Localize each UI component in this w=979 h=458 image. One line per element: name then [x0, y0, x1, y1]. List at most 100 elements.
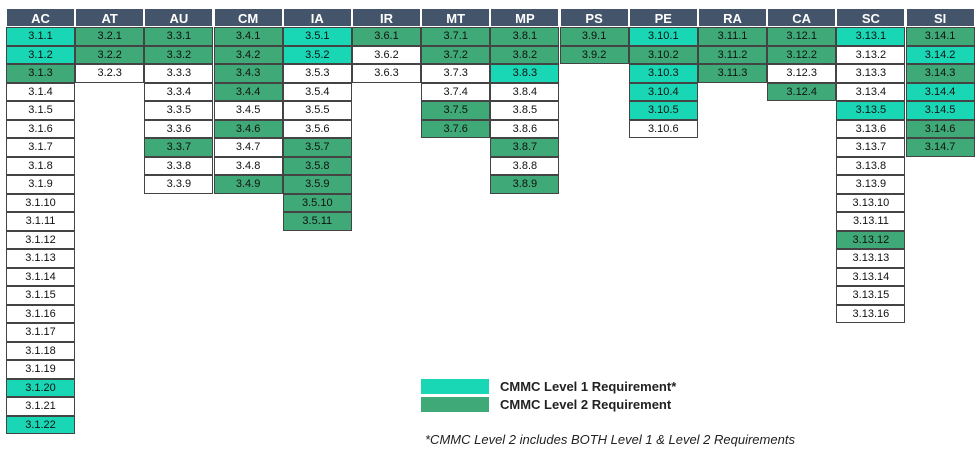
requirement-cell: 3.3.9 — [144, 175, 214, 194]
requirement-cell: 3.13.7 — [836, 138, 906, 157]
requirement-cell: 3.1.7 — [6, 138, 75, 157]
requirement-cell: 3.5.10 — [282, 193, 352, 212]
requirement-cell: 3.6.3 — [352, 64, 421, 83]
legend-level2-swatch — [420, 396, 490, 413]
requirement-cell: 3.4.5 — [213, 101, 283, 120]
requirement-cell: 3.1.16 — [6, 304, 75, 323]
requirement-cell: 3.14.4 — [905, 82, 975, 101]
requirement-cell: 3.9.2 — [559, 45, 629, 64]
requirement-cell: 3.1.6 — [6, 119, 75, 138]
requirement-cell: 3.10.1 — [628, 27, 698, 46]
requirement-cell: 3.2.1 — [75, 27, 145, 46]
requirement-cell: 3.13.14 — [836, 267, 906, 286]
requirement-cell: 3.10.4 — [628, 82, 698, 101]
requirement-cell: 3.4.7 — [213, 138, 283, 157]
requirement-cell: 3.14.7 — [905, 138, 975, 157]
requirement-cell: 3.1.12 — [6, 230, 75, 249]
requirement-cell: 3.8.1 — [490, 27, 560, 46]
requirement-cell: 3.13.16 — [836, 304, 906, 323]
requirement-cell: 3.13.5 — [836, 101, 906, 120]
requirement-cell: 3.13.1 — [836, 27, 906, 46]
requirement-cell: 3.1.2 — [6, 45, 75, 64]
requirement-cell: 3.13.13 — [836, 249, 906, 268]
requirement-cell: 3.1.5 — [6, 101, 75, 120]
column-header-ca: CA — [767, 8, 837, 27]
requirement-cell: 3.13.12 — [836, 230, 906, 249]
requirement-cell: 3.8.6 — [490, 119, 560, 138]
requirement-cell: 3.13.2 — [836, 45, 906, 64]
requirement-cell: 3.14.3 — [905, 64, 975, 83]
column-header-ra: RA — [698, 8, 767, 27]
requirement-cell: 3.9.1 — [559, 27, 629, 46]
requirement-cell: 3.10.3 — [628, 64, 698, 83]
requirement-cell: 3.5.8 — [282, 156, 352, 175]
requirement-cell: 3.14.5 — [905, 101, 975, 120]
requirement-cell: 3.4.4 — [213, 82, 283, 101]
requirement-cell: 3.1.17 — [6, 323, 75, 342]
column-header-at: AT — [75, 8, 145, 27]
requirement-cell: 3.1.19 — [6, 360, 75, 379]
requirement-cell: 3.8.9 — [490, 175, 560, 194]
requirement-cell: 3.1.18 — [6, 341, 75, 360]
requirement-cell: 3.1.20 — [6, 378, 75, 397]
requirement-cell: 3.1.3 — [6, 64, 75, 83]
requirement-cell: 3.13.3 — [836, 64, 906, 83]
requirement-cell: 3.7.4 — [421, 82, 491, 101]
requirement-cell: 3.7.1 — [421, 27, 491, 46]
requirement-cell: 3.12.3 — [767, 64, 837, 83]
requirement-cell: 3.7.6 — [421, 119, 491, 138]
requirement-cell: 3.12.2 — [767, 45, 837, 64]
requirement-cell: 3.6.1 — [352, 27, 421, 46]
requirement-cell: 3.8.4 — [490, 82, 560, 101]
requirement-cell: 3.5.3 — [282, 64, 352, 83]
requirement-cell: 3.5.2 — [282, 45, 352, 64]
requirement-cell: 3.1.9 — [6, 175, 75, 194]
requirement-cell: 3.5.6 — [282, 119, 352, 138]
requirement-cell: 3.5.9 — [282, 175, 352, 194]
requirement-cell: 3.8.3 — [490, 64, 560, 83]
requirement-cell: 3.7.2 — [421, 45, 491, 64]
column-header-ac: AC — [6, 8, 75, 27]
requirement-cell: 3.4.8 — [213, 156, 283, 175]
requirement-cell: 3.1.21 — [6, 397, 75, 416]
requirement-cell: 3.13.9 — [836, 175, 906, 194]
requirement-cell: 3.11.3 — [698, 64, 767, 83]
requirement-cell: 3.5.1 — [282, 27, 352, 46]
requirement-cell: 3.3.3 — [144, 64, 214, 83]
requirement-cell: 3.1.4 — [6, 82, 75, 101]
requirement-cell: 3.13.10 — [836, 193, 906, 212]
requirement-cell: 3.1.10 — [6, 193, 75, 212]
column-header-mt: MT — [421, 8, 491, 27]
requirement-cell: 3.14.6 — [905, 119, 975, 138]
requirement-cell: 3.1.22 — [6, 415, 75, 434]
column-header-cm: CM — [213, 8, 283, 27]
requirement-cell: 3.8.8 — [490, 156, 560, 175]
column-header-ir: IR — [352, 8, 421, 27]
requirement-cell: 3.11.1 — [698, 27, 767, 46]
requirement-cell: 3.8.2 — [490, 45, 560, 64]
requirement-cell: 3.11.2 — [698, 45, 767, 64]
legend-level1-label: CMMC Level 1 Requirement* — [500, 379, 677, 394]
legend-level1-swatch — [420, 378, 490, 395]
requirement-cell: 3.1.15 — [6, 286, 75, 305]
requirement-cell: 3.13.11 — [836, 212, 906, 231]
requirement-cell: 3.1.11 — [6, 212, 75, 231]
requirement-cell: 3.14.2 — [905, 45, 975, 64]
requirement-cell: 3.10.6 — [628, 119, 698, 138]
requirement-cell: 3.3.1 — [144, 27, 214, 46]
column-header-sc: SC — [836, 8, 906, 27]
requirement-cell: 3.1.1 — [6, 27, 75, 46]
requirement-cell: 3.3.8 — [144, 156, 214, 175]
column-header-pe: PE — [628, 8, 698, 27]
column-header-ps: PS — [559, 8, 629, 27]
requirement-cell: 3.4.3 — [213, 64, 283, 83]
column-header-mp: MP — [490, 8, 560, 27]
requirement-cell: 3.4.9 — [213, 175, 283, 194]
requirement-cell: 3.3.6 — [144, 119, 214, 138]
requirement-cell: 3.4.1 — [213, 27, 283, 46]
requirement-cell: 3.14.1 — [905, 27, 975, 46]
requirement-cell: 3.5.7 — [282, 138, 352, 157]
requirement-cell: 3.10.2 — [628, 45, 698, 64]
requirement-cell: 3.12.4 — [767, 82, 837, 101]
requirement-cell: 3.5.4 — [282, 82, 352, 101]
